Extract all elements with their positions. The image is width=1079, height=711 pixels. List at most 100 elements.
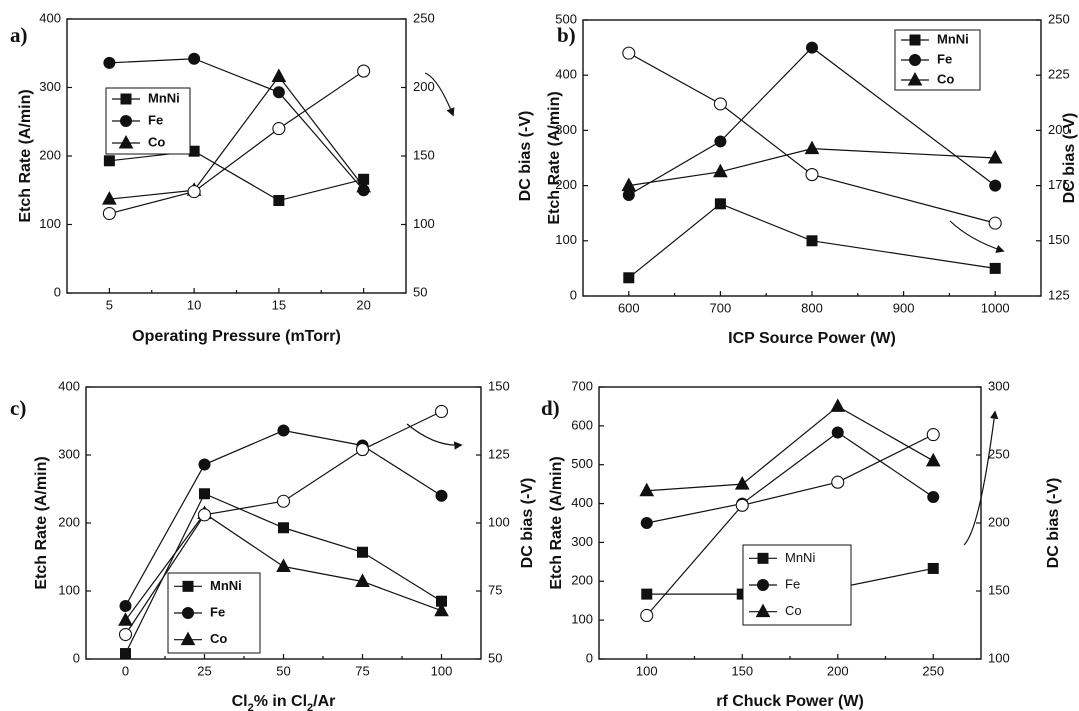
point-mnni	[103, 155, 115, 167]
series-line-dc-bias	[628, 52, 996, 224]
y-axis-label: Etch Rate (A/min)	[546, 91, 563, 224]
y2-tick-label: 225	[1048, 67, 1070, 82]
y-tick-label: 0	[73, 650, 80, 665]
x-tick-label: 100	[636, 663, 658, 678]
series-line-mnni	[628, 203, 996, 279]
point-fe	[989, 179, 1002, 192]
y2-tick-label: 50	[413, 284, 427, 299]
point-fe	[103, 56, 116, 69]
y-axis-label: Etch Rate (A/min)	[33, 456, 50, 589]
legend-marker-co	[118, 134, 134, 149]
y-tick-label: 400	[58, 378, 80, 393]
y-tick-label: 300	[555, 122, 577, 137]
point-co	[987, 149, 1003, 164]
y-tick-label: 500	[571, 456, 593, 471]
x-tick-label: 200	[827, 663, 849, 678]
point-dc-bias	[276, 494, 291, 508]
legend-entry-mnni: MnNi	[937, 31, 969, 46]
y-tick-label: 0	[586, 650, 593, 665]
series-line-mnni	[109, 150, 364, 202]
axis-arrow	[406, 423, 463, 450]
point-mnni	[623, 272, 635, 284]
x-tick-label: 1000	[981, 300, 1010, 315]
point-fe	[714, 135, 727, 148]
series-line-co	[646, 405, 934, 492]
point-co	[434, 602, 449, 617]
y2-tick-label: 150	[413, 147, 435, 162]
point-co	[118, 612, 133, 626]
legend: MnNi Fe Co	[167, 572, 261, 654]
y-tick-label: 200	[39, 147, 61, 162]
y-tick-label: 500	[555, 11, 577, 26]
panel-label: d)	[541, 396, 560, 420]
point-co	[713, 163, 728, 178]
point-co	[102, 191, 117, 205]
point-mnni	[188, 145, 200, 157]
y2-tick-label: 75	[488, 582, 502, 597]
point-co	[734, 476, 750, 490]
legend-entry-fe: Fe	[785, 576, 800, 591]
panel-label: b)	[557, 23, 576, 47]
point-dc-bias	[187, 185, 201, 199]
point-co	[271, 68, 287, 83]
legend: MnNi Fe Co	[894, 29, 981, 91]
y-tick-label: 300	[571, 534, 593, 549]
y2-tick-label: 125	[488, 446, 510, 461]
x-tick-label: 600	[618, 300, 640, 315]
point-fe	[806, 41, 818, 54]
legend-entry-co: Co	[785, 603, 802, 618]
y2-axis-label: DC bias (-V)	[1061, 113, 1078, 204]
panel-d: 100 150 200 250 0 100 200 300 400 500 600 700 100 150…	[541, 378, 1062, 710]
y2-axis-label: DC bias (-V)	[517, 111, 534, 202]
point-fe	[622, 188, 635, 201]
y2-tick-label: 50	[488, 650, 502, 665]
y2-axis-label: DC bias (-V)	[1045, 478, 1062, 569]
legend-marker-co	[180, 631, 196, 646]
x-tick-label: 0	[122, 663, 129, 678]
x-axis-label: Operating Pressure (mTorr)	[132, 328, 341, 345]
axis-arrow	[424, 72, 455, 117]
point-dc-bias	[102, 206, 116, 221]
point-co	[925, 452, 941, 467]
axis-arrow	[963, 410, 999, 546]
series-line-co	[628, 148, 996, 187]
point-mnni	[199, 488, 210, 500]
x-tick-label: 20	[356, 297, 370, 312]
legend-entry-mnni: MnNi	[785, 550, 815, 565]
point-co	[621, 177, 637, 192]
panel-label: a)	[10, 23, 28, 47]
legend-entry-fe: Fe	[210, 604, 225, 619]
point-fe	[277, 424, 290, 437]
legend-entry-fe: Fe	[148, 112, 163, 127]
legend-marker-mnni	[757, 552, 769, 564]
y-tick-label: 100	[58, 582, 80, 597]
panel-a: 5 10 15 20010020030040050100150200250Operat…	[10, 10, 534, 345]
x-tick-label: 800	[801, 300, 823, 315]
y2-tick-label: 125	[1048, 287, 1070, 302]
y-tick-label: 0	[570, 287, 577, 302]
point-co	[639, 482, 655, 497]
y-tick-label: 700	[571, 378, 593, 393]
y2-tick-label: 100	[988, 650, 1010, 665]
point-dc-bias	[735, 498, 749, 512]
panel-c: 0 25 50 75 100 0 100 200 300 400 50 75 100 125 150 Cl2%…	[10, 378, 536, 711]
point-co	[355, 573, 370, 587]
point-fe	[272, 86, 285, 99]
x-tick-label: 75	[355, 663, 369, 678]
point-mnni	[641, 588, 653, 600]
point-dc-bias	[926, 428, 940, 442]
y-axis-label: Etch Rate (A/min)	[548, 456, 565, 589]
x-axis-label: ICP Source Power (W)	[728, 330, 896, 347]
point-dc-bias	[357, 64, 371, 78]
axis-arrow	[949, 220, 1005, 253]
point-dc-bias	[640, 608, 654, 623]
point-dc-bias	[434, 404, 449, 419]
point-dc-bias	[831, 475, 845, 489]
point-co	[276, 558, 291, 573]
x-tick-label: 25	[197, 663, 211, 678]
y-tick-label: 200	[571, 573, 593, 588]
point-mnni	[806, 235, 818, 247]
x-tick-label: 250	[922, 663, 944, 678]
y-axis-label: Etch Rate (A/min)	[17, 89, 34, 222]
